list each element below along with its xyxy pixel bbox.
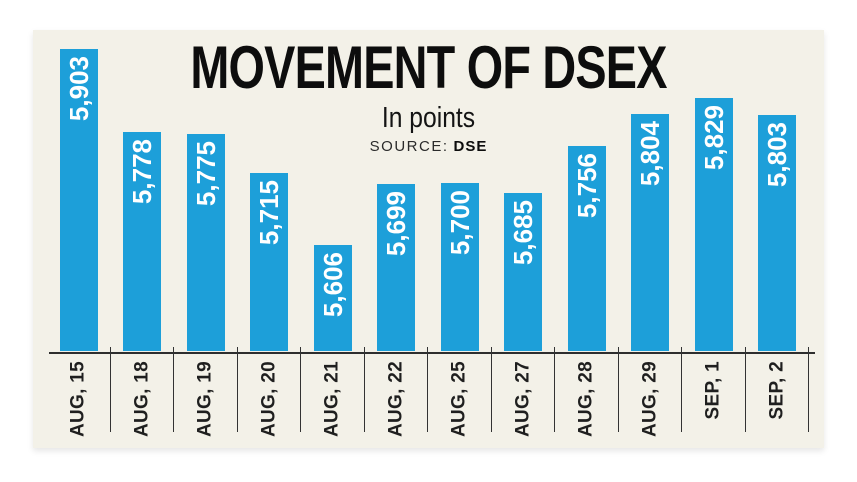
x-tick-cell: AUG, 15 [47,347,111,437]
x-tick-label: AUG, 18 [131,361,153,438]
x-tick-cell: AUG, 29 [619,347,682,437]
x-tick-cell: AUG, 19 [174,347,238,437]
bar-value-label: 5,775 [190,141,221,207]
x-tick-label: AUG, 20 [258,361,280,438]
bar-group: 5,715 [238,38,302,351]
x-tick-label: AUG, 25 [448,361,470,438]
bar-value-label: 5,606 [317,252,348,318]
x-tick-cell: AUG, 25 [428,347,492,437]
bar-value-label: 5,803 [762,122,793,188]
bar-value-label: 5,715 [254,180,285,246]
bar-value-label: 5,829 [698,105,729,171]
x-tick-label: AUG, 15 [67,361,89,438]
bar: 5,775 [186,134,225,351]
plot-area: 5,903 5,778 5,775 5,715 5,606 5,699 5,700 5,685… [47,38,809,351]
bar-value-label: 5,903 [63,56,94,122]
bar-group: 5,756 [555,38,619,351]
bar: 5,903 [59,49,98,351]
bar: 5,606 [313,245,352,351]
x-tick-cell: AUG, 27 [492,347,555,437]
x-tick-label: AUG, 21 [321,361,343,438]
bar: 5,685 [504,193,543,351]
x-tick-cell: SEP, 2 [746,347,809,432]
bar-group: 5,685 [492,38,556,351]
bar-value-label: 5,804 [635,121,666,187]
x-tick-cell: AUG, 18 [111,347,174,437]
bar-group: 5,803 [746,38,810,351]
bar: 5,756 [567,146,606,351]
bar-value-label: 5,685 [508,200,539,266]
source-label: SOURCE: [369,138,449,155]
source-value: DSE [453,138,488,155]
x-tick-cell: AUG, 28 [555,347,619,437]
chart-title: MOVEMENT OF DSEX [190,34,667,101]
bar-value-label: 5,699 [381,191,412,257]
bar: 5,715 [250,173,289,351]
x-axis-line [49,352,815,354]
x-tick-label: AUG, 28 [575,361,597,438]
bar: 5,699 [377,184,416,351]
x-tick-label: AUG, 29 [639,361,661,438]
bar-value-label: 5,778 [127,139,158,205]
x-tick-label: AUG, 19 [194,361,216,438]
bar-group: 5,903 [47,38,111,351]
bar-group: 5,778 [111,38,175,351]
x-tick-cell: AUG, 21 [301,347,365,437]
bar-group: 5,829 [682,38,746,351]
bar: 5,778 [123,132,162,351]
bar-group: 5,804 [619,38,683,351]
bar-group: 5,699 [365,38,429,351]
bar: 5,829 [694,98,733,351]
x-tick-label: SEP, 1 [702,361,724,420]
x-axis-labels: AUG, 15 AUG, 18 AUG, 19 AUG, 20 AUG, 21 AUG, … [47,347,809,437]
x-tick-label: AUG, 27 [512,361,534,438]
bar-group: 5,775 [174,38,238,351]
x-tick-label: SEP, 2 [766,361,788,420]
bar-group: 5,606 [301,38,365,351]
bar: 5,803 [758,115,797,351]
bar-value-label: 5,756 [571,153,602,219]
x-tick-label: AUG, 22 [385,361,407,438]
bar-group: 5,700 [428,38,492,351]
bar-value-label: 5,700 [444,190,475,256]
x-tick-cell: SEP, 1 [682,347,746,432]
x-tick-cell: AUG, 22 [365,347,428,437]
x-tick-cell: AUG, 20 [238,347,301,437]
chart-subtitle: In points [381,102,476,134]
chart-card: MOVEMENT OF DSEX In points SOURCE: DSE 5,… [33,30,824,448]
chart-source: SOURCE: DSE [33,138,824,155]
bar: 5,804 [631,114,670,351]
bar: 5,700 [440,183,479,351]
